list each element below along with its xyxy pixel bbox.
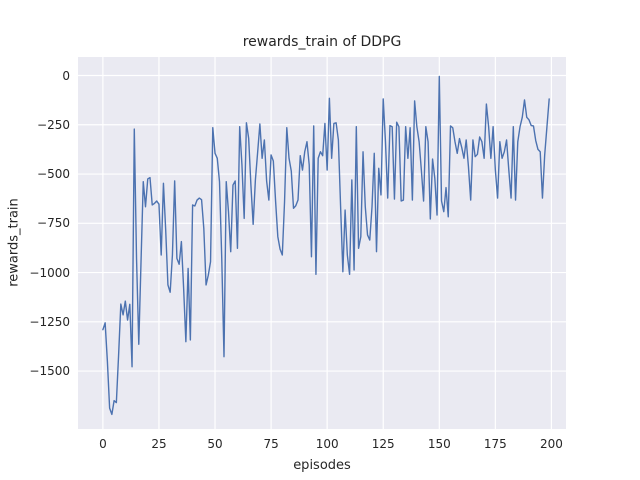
y-tick-label: −750 [37, 216, 70, 231]
x-tick-label: 100 [315, 437, 339, 451]
x-tick-label: 150 [427, 437, 451, 451]
x-tick-label: 50 [207, 437, 223, 451]
y-tick-label: −1500 [29, 364, 70, 379]
x-tick-label: 25 [151, 437, 167, 451]
x-tick-label: 125 [371, 437, 395, 451]
x-tick-label: 75 [263, 437, 279, 451]
x-axis-label: episodes [293, 458, 351, 473]
plot-area [78, 57, 566, 429]
series-line-rewards_train [102, 75, 550, 416]
y-tick-label: −1000 [29, 265, 70, 280]
y-tick-label: 0 [62, 68, 70, 83]
x-tick-label: 200 [539, 437, 563, 451]
y-tick-label: −250 [37, 117, 70, 132]
chart-title: rewards_train of DDPG [242, 34, 402, 50]
line-chart-svg [78, 57, 566, 429]
x-tick-label: 0 [99, 437, 107, 451]
x-tick-label: 175 [483, 437, 507, 451]
y-tick-label: −1250 [29, 314, 70, 329]
y-tick-label: −500 [37, 167, 70, 182]
